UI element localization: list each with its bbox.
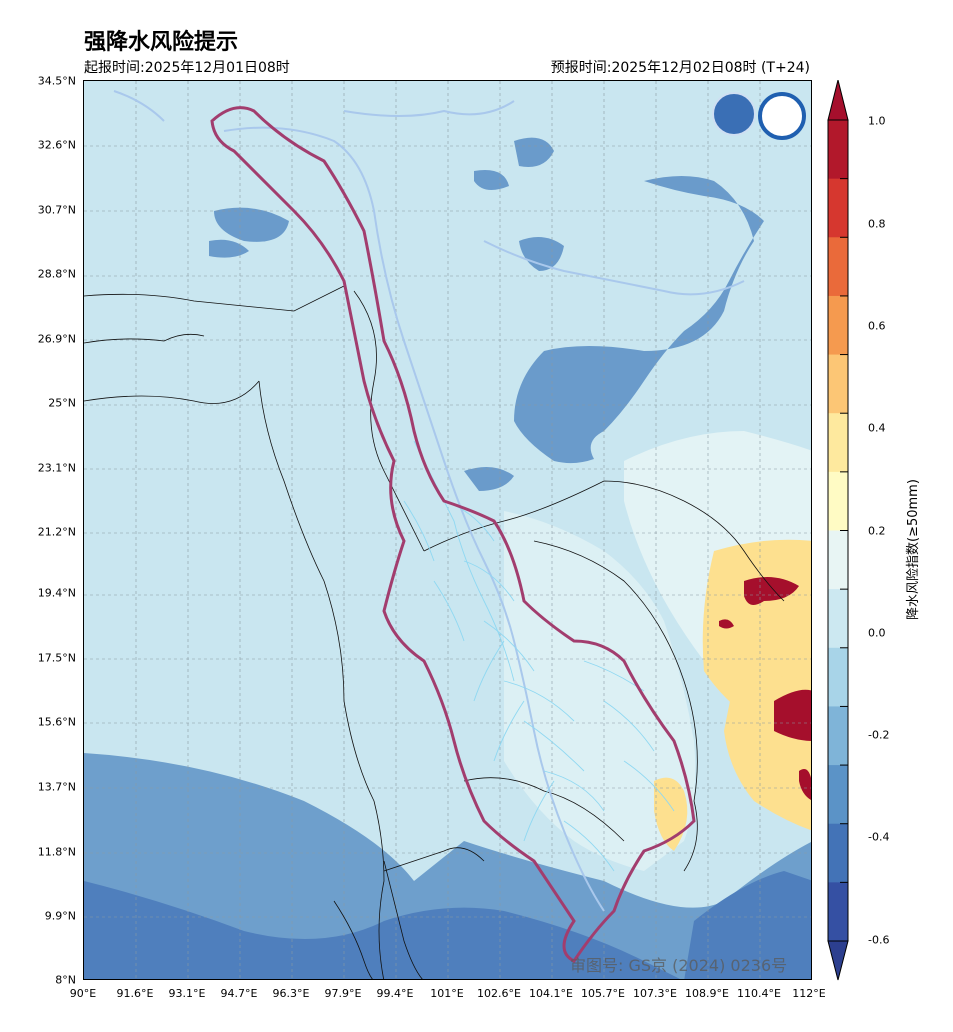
lon-tick-label: 97.9°E bbox=[324, 987, 362, 1000]
colorbar-segment bbox=[828, 354, 848, 414]
map-canvas bbox=[84, 81, 811, 979]
colorbar-segment bbox=[828, 882, 848, 942]
colorbar-tick-label: 1.0 bbox=[868, 114, 886, 128]
colorbar-segment bbox=[828, 706, 848, 766]
lat-tick-label: 30.7°N bbox=[37, 203, 76, 217]
lat-tick-label: 25°N bbox=[48, 396, 76, 410]
colorbar-segment bbox=[828, 120, 848, 180]
colorbar-tick-label: 0.0 bbox=[868, 626, 886, 640]
colorbar-segment bbox=[828, 823, 848, 883]
issue-time: 起报时间:2025年12月01日08时 bbox=[84, 60, 290, 76]
lat-tick-label: 34.5°N bbox=[37, 74, 76, 88]
risk-red-3 bbox=[774, 689, 811, 741]
lon-tick-label: 104.1°E bbox=[529, 987, 573, 1000]
colorbar-top-arrow bbox=[827, 80, 849, 121]
colorbar-segment bbox=[828, 237, 848, 297]
lat-tick-label: 11.8°N bbox=[37, 845, 76, 859]
risk-red-1 bbox=[744, 577, 799, 605]
colorbar-tick-label: 0.2 bbox=[868, 524, 886, 538]
lon-tick-label: 90°E bbox=[69, 987, 97, 1000]
colorbar-segment bbox=[828, 530, 848, 590]
sea-band-mid bbox=[84, 753, 811, 979]
precip-patch-north-3 bbox=[214, 207, 289, 242]
lon-tick-label: 102.6°E bbox=[477, 987, 521, 1000]
colorbar-bottom-arrow bbox=[827, 940, 849, 981]
lon-tick-label: 99.4°E bbox=[376, 987, 414, 1000]
colorbar-tick-label: -0.4 bbox=[868, 830, 890, 844]
colorbar-segment bbox=[828, 647, 848, 707]
lat-tick-label: 21.2°N bbox=[37, 525, 76, 539]
colorbar-segments bbox=[828, 120, 848, 942]
lon-tick-label: 91.6°E bbox=[116, 987, 154, 1000]
cma-logo bbox=[758, 92, 806, 140]
lon-tick-label: 93.1°E bbox=[168, 987, 206, 1000]
coastline-peninsula bbox=[333, 860, 423, 979]
lat-tick-label: 9.9°N bbox=[44, 909, 76, 923]
lat-tick-label: 17.5°N bbox=[37, 651, 76, 665]
precip-patch-east-2 bbox=[464, 467, 514, 491]
map-approval-watermark: 审图号: GS京 (2024) 0236号 bbox=[570, 956, 788, 975]
lat-tick-label: 8°N bbox=[55, 973, 76, 987]
sea-band-dark bbox=[84, 881, 680, 979]
colorbar-tick-label: 0.4 bbox=[868, 421, 886, 435]
light-region-mainland bbox=[504, 511, 696, 871]
colorbar-segment bbox=[828, 413, 848, 473]
lat-tick-label: 13.7°N bbox=[37, 780, 76, 794]
colorbar-tick-label: -0.2 bbox=[868, 728, 890, 742]
colorbar-tick-label: 0.6 bbox=[868, 319, 886, 333]
lat-tick-label: 15.6°N bbox=[37, 715, 76, 729]
risk-red-2 bbox=[719, 619, 734, 629]
lat-tick-label: 26.9°N bbox=[37, 332, 76, 346]
map-title: 强降水风险提示 bbox=[84, 30, 239, 55]
precip-patch-east-large bbox=[514, 176, 764, 464]
map-panel[interactable] bbox=[83, 80, 812, 980]
colorbar-tick-label: -0.6 bbox=[868, 933, 890, 947]
lon-tick-label: 110.4°E bbox=[737, 987, 781, 1000]
lon-tick-label: 108.9°E bbox=[685, 987, 729, 1000]
colorbar-segment bbox=[828, 295, 848, 356]
mekong-basin-outline bbox=[210, 106, 696, 963]
precip-patch-north-1 bbox=[514, 137, 554, 167]
sea-band-dark-east bbox=[684, 871, 811, 979]
lon-tick-label: 112°E bbox=[792, 987, 826, 1000]
lon-tick-label: 96.3°E bbox=[272, 987, 310, 1000]
lon-tick-label: 105.7°E bbox=[581, 987, 625, 1000]
lon-tick-label: 107.3°E bbox=[633, 987, 677, 1000]
lat-tick-label: 28.8°N bbox=[37, 267, 76, 281]
precip-patch-north-5 bbox=[519, 237, 564, 271]
colorbar-tick-label: 0.8 bbox=[868, 217, 886, 231]
colorbar-segment bbox=[828, 589, 848, 649]
precip-patch-north-4 bbox=[209, 239, 249, 258]
lon-tick-label: 101°E bbox=[430, 987, 464, 1000]
lat-tick-label: 32.6°N bbox=[37, 138, 76, 152]
lat-tick-label: 23.1°N bbox=[37, 461, 76, 475]
colorbar-segment bbox=[828, 765, 848, 825]
colorbar-segment bbox=[828, 178, 848, 238]
graticule bbox=[84, 81, 811, 979]
colorbar-title: 降水风险指数(≥50mm) bbox=[906, 479, 921, 620]
colorbar-segment bbox=[828, 471, 848, 531]
valid-time: 预报时间:2025年12月02日08时 (T+24) bbox=[550, 60, 810, 76]
colorbar bbox=[827, 80, 849, 981]
lon-tick-label: 94.7°E bbox=[220, 987, 258, 1000]
risk-red-4 bbox=[799, 769, 811, 800]
basin-tributaries bbox=[403, 440, 675, 872]
major-rivers bbox=[113, 90, 745, 912]
wmo-logo bbox=[712, 92, 756, 136]
lat-tick-label: 19.4°N bbox=[37, 586, 76, 600]
country-boundaries bbox=[84, 285, 785, 979]
